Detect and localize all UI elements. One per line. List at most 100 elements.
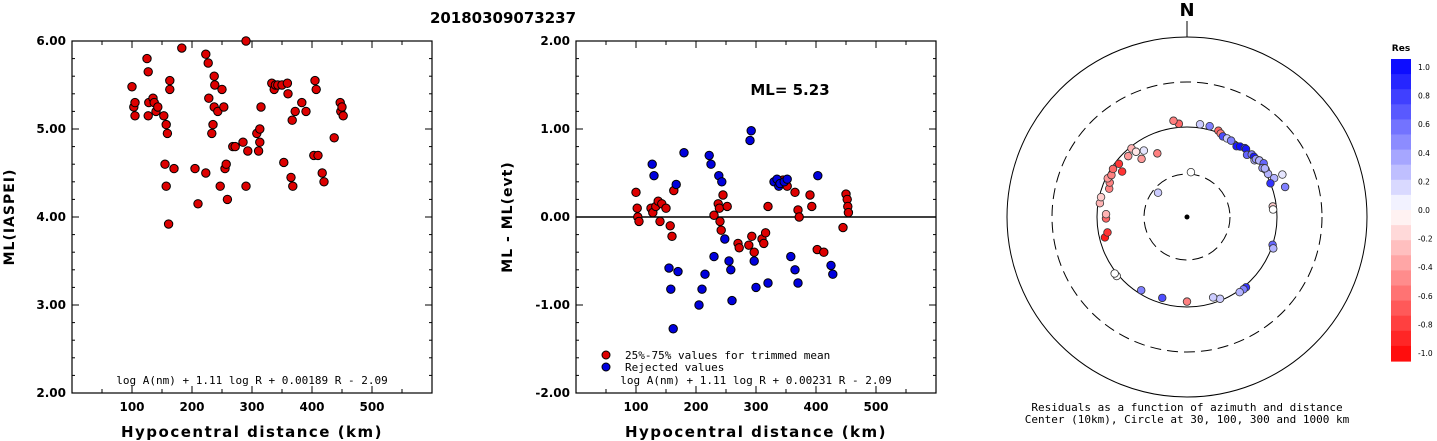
data-point [745,135,755,146]
data-point [290,106,300,117]
data-point [724,256,734,266]
data-point [714,203,725,213]
data-point [310,75,320,86]
colorbar-swatch [1391,315,1411,332]
page-title: 20180309073237 [430,9,576,27]
ring-30km [1143,173,1231,261]
y-tick-label: 2.00 [540,34,570,48]
data-point [709,251,719,262]
data-point [319,177,329,187]
colorbar-tick-label: 1.0 [1418,63,1430,72]
residual-point [1278,170,1287,179]
x-tick-label: 100 [623,400,648,414]
residual-point [1153,149,1162,158]
colorbar-swatch [1391,119,1411,136]
data-point [661,203,671,213]
data-point [666,284,676,294]
colorbar-swatch [1391,59,1411,75]
data-point [255,137,265,147]
residual-point [1131,147,1141,156]
data-point [143,67,153,77]
colorbar-swatch [1391,179,1411,196]
data-point [763,201,773,212]
residual-y-ticks: -2.00 -1.00 0.00 1.00 2.00 [535,34,936,400]
data-point [716,225,726,235]
x-tick-label: 200 [683,400,708,414]
data-point [694,300,704,310]
residual-point [1205,121,1214,131]
colorbar-swatch [1391,74,1411,90]
y-tick-label: 0.00 [540,210,570,224]
data-point [203,58,213,68]
data-point [760,228,771,238]
data-point [208,119,218,130]
residual-point [1260,164,1270,173]
residual-point [1269,244,1278,253]
data-point [668,324,678,334]
y-tick-label: 2.00 [36,386,66,400]
data-point [697,284,707,294]
residual-points [631,126,854,334]
residual-point [1101,209,1111,219]
data-point [238,137,248,147]
colorbar-swatch [1391,330,1411,347]
x-tick-label: 200 [179,400,204,414]
y-tick-label: 4.00 [36,210,66,224]
data-point [727,295,737,306]
colorbar-swatch [1391,194,1411,211]
residual-point [1137,154,1146,164]
data-point [631,187,641,198]
residual-x-axis-label: Hypocentral distance (km) [625,423,887,441]
residual-point [1226,136,1236,145]
data-point [255,124,265,134]
colorbar: Res 1.0 0.8 0.6 0.4 0.2 0.0 -0.2 -0.4 -0.6 -0.8 -1… [1391,44,1433,362]
data-point [793,278,803,288]
data-point [282,78,293,88]
data-point [161,119,171,130]
x-tick-label: 300 [743,400,768,414]
data-point [159,111,169,121]
data-point [317,168,327,178]
colorbar-tick-label: -0.8 [1418,320,1433,329]
data-point [338,111,348,121]
residual-point [1137,286,1146,295]
residual-point [1266,179,1275,188]
legend-label-rejected: Rejected values [625,361,724,374]
ml-formula: log A(nm) + 1.11 log R + 0.00189 R - 2.0… [116,374,388,387]
data-point [201,49,211,59]
polar-caption-line-1: Residuals as a function of azimuth and d… [1031,401,1342,414]
ml-plot-frame [71,40,433,394]
data-point [826,260,836,271]
data-point [287,115,297,125]
data-point [734,243,744,253]
data-point [667,231,677,242]
data-point [749,256,759,266]
residual-y-axis-label: ML - ML(evt) [500,161,516,272]
colorbar-swatch [1391,89,1411,105]
residual-point [1096,192,1106,202]
ml-points [127,36,348,229]
data-point [794,212,804,222]
x-tick-label: 100 [119,400,144,414]
x-tick-label: 400 [803,400,828,414]
ml-x-ticks: 100 200 300 400 500 [101,41,403,414]
data-point [786,251,796,262]
colorbar-swatch [1391,345,1411,362]
data-point [746,126,756,136]
data-point [747,231,757,242]
ring-300km [1051,81,1323,353]
y-tick-label: -1.00 [535,298,570,312]
data-point [153,102,163,112]
data-point [190,163,200,174]
colorbar-swatch [1391,210,1411,226]
data-point [217,84,227,95]
colorbar-swatch [1391,104,1411,120]
azimuth-points [1095,116,1290,306]
data-point [634,216,644,227]
residual-point [1268,205,1278,214]
residual-point [1139,146,1149,155]
data-point [744,240,754,250]
colorbar-tick-label: 0.6 [1418,120,1430,129]
x-tick-label: 300 [239,400,264,414]
